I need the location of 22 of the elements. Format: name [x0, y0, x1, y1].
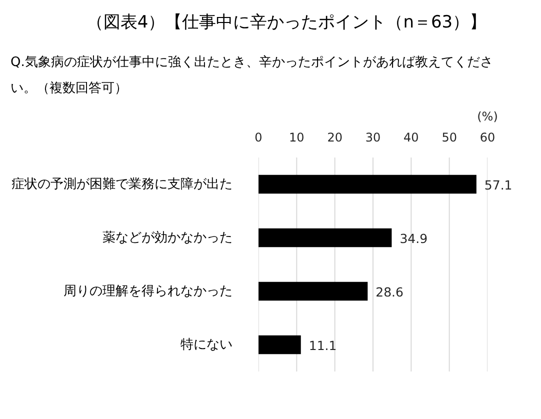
- bar: [258, 228, 392, 248]
- chart-title: （図表4）【仕事中に辛かったポイント（n＝63）】: [86, 12, 487, 32]
- bar: [258, 174, 476, 194]
- y-tick-label: 症状の予測が困難で業務に支障が出た: [12, 176, 232, 192]
- y-tick-label: 周りの理解を得られなかった: [64, 284, 232, 299]
- x-tick-label: 10: [289, 130, 304, 144]
- bar: [258, 335, 301, 354]
- x-tick-label: 30: [365, 130, 381, 144]
- x-tick-label: 40: [404, 130, 419, 144]
- x-axis-title: (%): [477, 110, 498, 124]
- data-label: 34.9: [400, 230, 428, 246]
- data-label: 28.6: [376, 284, 404, 300]
- y-tick-label: 特にない: [180, 337, 232, 352]
- data-label: 11.1: [308, 338, 337, 353]
- y-tick-label: 薬などが効かなかった: [102, 230, 232, 246]
- bar: [258, 282, 368, 301]
- x-tick-label: 60: [480, 130, 496, 144]
- x-tick-label: 50: [442, 130, 457, 144]
- x-tick-label: 0: [254, 130, 262, 144]
- x-tick-label: 20: [327, 130, 342, 144]
- data-label: 57.1: [484, 177, 512, 192]
- chart-subtitle: Q.気象病の症状が仕事中に強く出たとき、辛かったポイントがあれば教えてください。（複数回答可）: [10, 54, 493, 96]
